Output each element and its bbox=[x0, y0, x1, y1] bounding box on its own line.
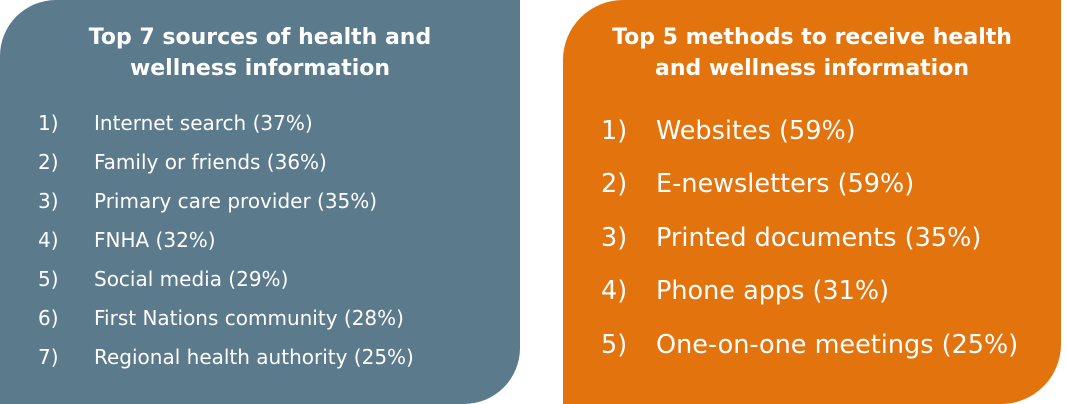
list-item: 6) First Nations community (28%) bbox=[38, 298, 414, 337]
sources-list: 1) Internet search (37%) 2) Family or frie… bbox=[38, 103, 414, 376]
list-item-text: Phone apps (31%) bbox=[656, 276, 890, 307]
list-item-text: Family or friends (36%) bbox=[94, 149, 327, 174]
sources-panel-title: Top 7 sources of health and wellness inf… bbox=[0, 22, 520, 84]
list-item-number: 4) bbox=[38, 227, 59, 252]
list-item-text: Websites (59%) bbox=[656, 115, 856, 146]
methods-panel-title: Top 5 methods to receive health and well… bbox=[563, 22, 1061, 84]
list-item-number: 1) bbox=[601, 115, 628, 146]
list-item-text: Social media (29%) bbox=[94, 266, 289, 291]
list-item-text: FNHA (32%) bbox=[94, 227, 216, 252]
list-item-number: 2) bbox=[38, 149, 59, 174]
methods-list: 1) Websites (59%) 2) E-newsletters (59%) 3… bbox=[601, 104, 1018, 372]
list-item: 7) Regional health authority (25%) bbox=[38, 337, 414, 376]
list-item-text: First Nations community (28%) bbox=[94, 305, 404, 330]
sources-panel: Top 7 sources of health and wellness inf… bbox=[0, 0, 520, 404]
list-item-text: Primary care provider (35%) bbox=[94, 188, 378, 213]
list-item: 4) FNHA (32%) bbox=[38, 220, 414, 259]
list-item: 1) Internet search (37%) bbox=[38, 103, 414, 142]
list-item: 4) Phone apps (31%) bbox=[601, 265, 1018, 319]
methods-panel: Top 5 methods to receive health and well… bbox=[563, 0, 1061, 404]
sources-title-line2: wellness information bbox=[129, 56, 391, 81]
list-item-text: E-newsletters (59%) bbox=[656, 169, 915, 200]
list-item-number: 7) bbox=[38, 344, 59, 369]
list-item: 2) Family or friends (36%) bbox=[38, 142, 414, 181]
list-item: 3) Printed documents (35%) bbox=[601, 211, 1018, 265]
methods-title-line2: and wellness information bbox=[654, 56, 969, 81]
list-item-number: 2) bbox=[601, 169, 628, 200]
list-item-number: 1) bbox=[38, 110, 59, 135]
list-item: 5) One-on-one meetings (25%) bbox=[601, 318, 1018, 372]
list-item: 5) Social media (29%) bbox=[38, 259, 414, 298]
list-item-number: 3) bbox=[38, 188, 59, 213]
list-item-number: 6) bbox=[38, 305, 59, 330]
list-item-text: Internet search (37%) bbox=[94, 110, 313, 135]
list-item-number: 5) bbox=[601, 329, 628, 360]
list-item: 1) Websites (59%) bbox=[601, 104, 1018, 158]
list-item-number: 4) bbox=[601, 276, 628, 307]
list-item: 2) E-newsletters (59%) bbox=[601, 158, 1018, 212]
list-item: 3) Primary care provider (35%) bbox=[38, 181, 414, 220]
list-item-number: 3) bbox=[601, 222, 628, 253]
methods-title-line1: Top 5 methods to receive health bbox=[612, 25, 1012, 50]
list-item-text: Regional health authority (25%) bbox=[94, 344, 414, 369]
list-item-text: Printed documents (35%) bbox=[656, 222, 982, 253]
list-item-text: One-on-one meetings (25%) bbox=[656, 329, 1019, 360]
sources-title-line1: Top 7 sources of health and bbox=[88, 25, 432, 50]
list-item-number: 5) bbox=[38, 266, 59, 291]
